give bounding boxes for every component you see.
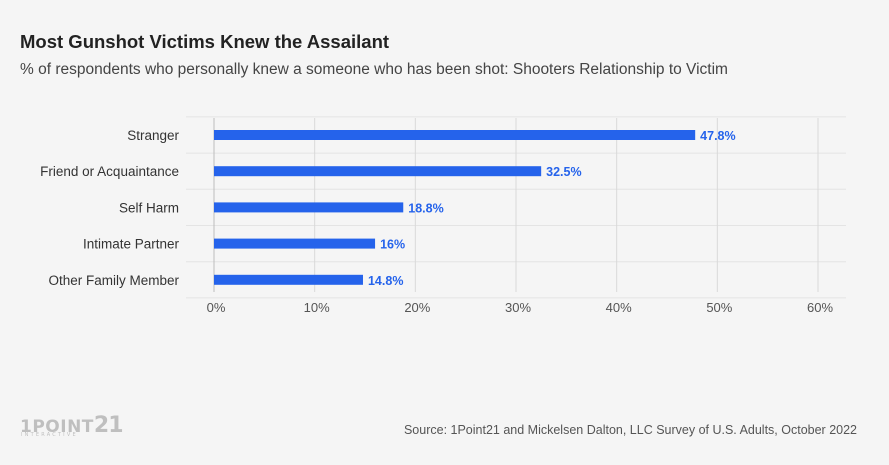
category-label: Intimate Partner (83, 237, 180, 252)
logo-number: 21 (93, 413, 124, 438)
x-tick-label: 10% (304, 300, 330, 315)
brand-logo: 1POINT21 INTERACTIVE (20, 413, 124, 439)
x-axis-tick-labels: 0% 10% 20% 30% 40% 50% 60% (207, 300, 834, 315)
data-label: 32.5% (546, 165, 581, 179)
bar (214, 130, 696, 140)
bar (214, 202, 404, 213)
chart-title: Most Gunshot Victims Knew the Assailant (20, 31, 390, 52)
bar (214, 166, 542, 177)
bar (214, 238, 376, 249)
x-tick-label: 20% (404, 300, 430, 315)
category-labels: Stranger Friend or Acquaintance Self Harm I… (40, 128, 179, 288)
data-label: 14.8% (368, 274, 403, 288)
source-note: Source: 1Point21 and Mickelsen Dalton, L… (403, 423, 857, 437)
category-label: Other Family Member (48, 273, 179, 288)
data-label: 18.8% (408, 201, 443, 215)
bars (214, 130, 696, 285)
x-tick-label: 60% (807, 300, 833, 315)
category-label: Friend or Acquaintance (40, 164, 179, 179)
chart-subtitle: % of respondents who personally knew a s… (20, 61, 728, 78)
category-label: Self Harm (119, 200, 179, 215)
grid-lines (186, 116, 846, 299)
logo-tagline: INTERACTIVE (21, 432, 78, 438)
data-label: 47.8% (700, 129, 735, 143)
category-label: Stranger (127, 128, 179, 143)
logo-text: 1POINT (20, 417, 94, 437)
x-tick-label: 30% (505, 300, 531, 315)
data-label: 16% (380, 238, 405, 252)
data-labels: 47.8% 32.5% 18.8% 16% 14.8% (368, 129, 736, 288)
bar (214, 274, 363, 285)
x-tick-label: 0% (207, 300, 226, 315)
x-tick-label: 40% (606, 300, 632, 315)
x-tick-label: 50% (706, 300, 732, 315)
